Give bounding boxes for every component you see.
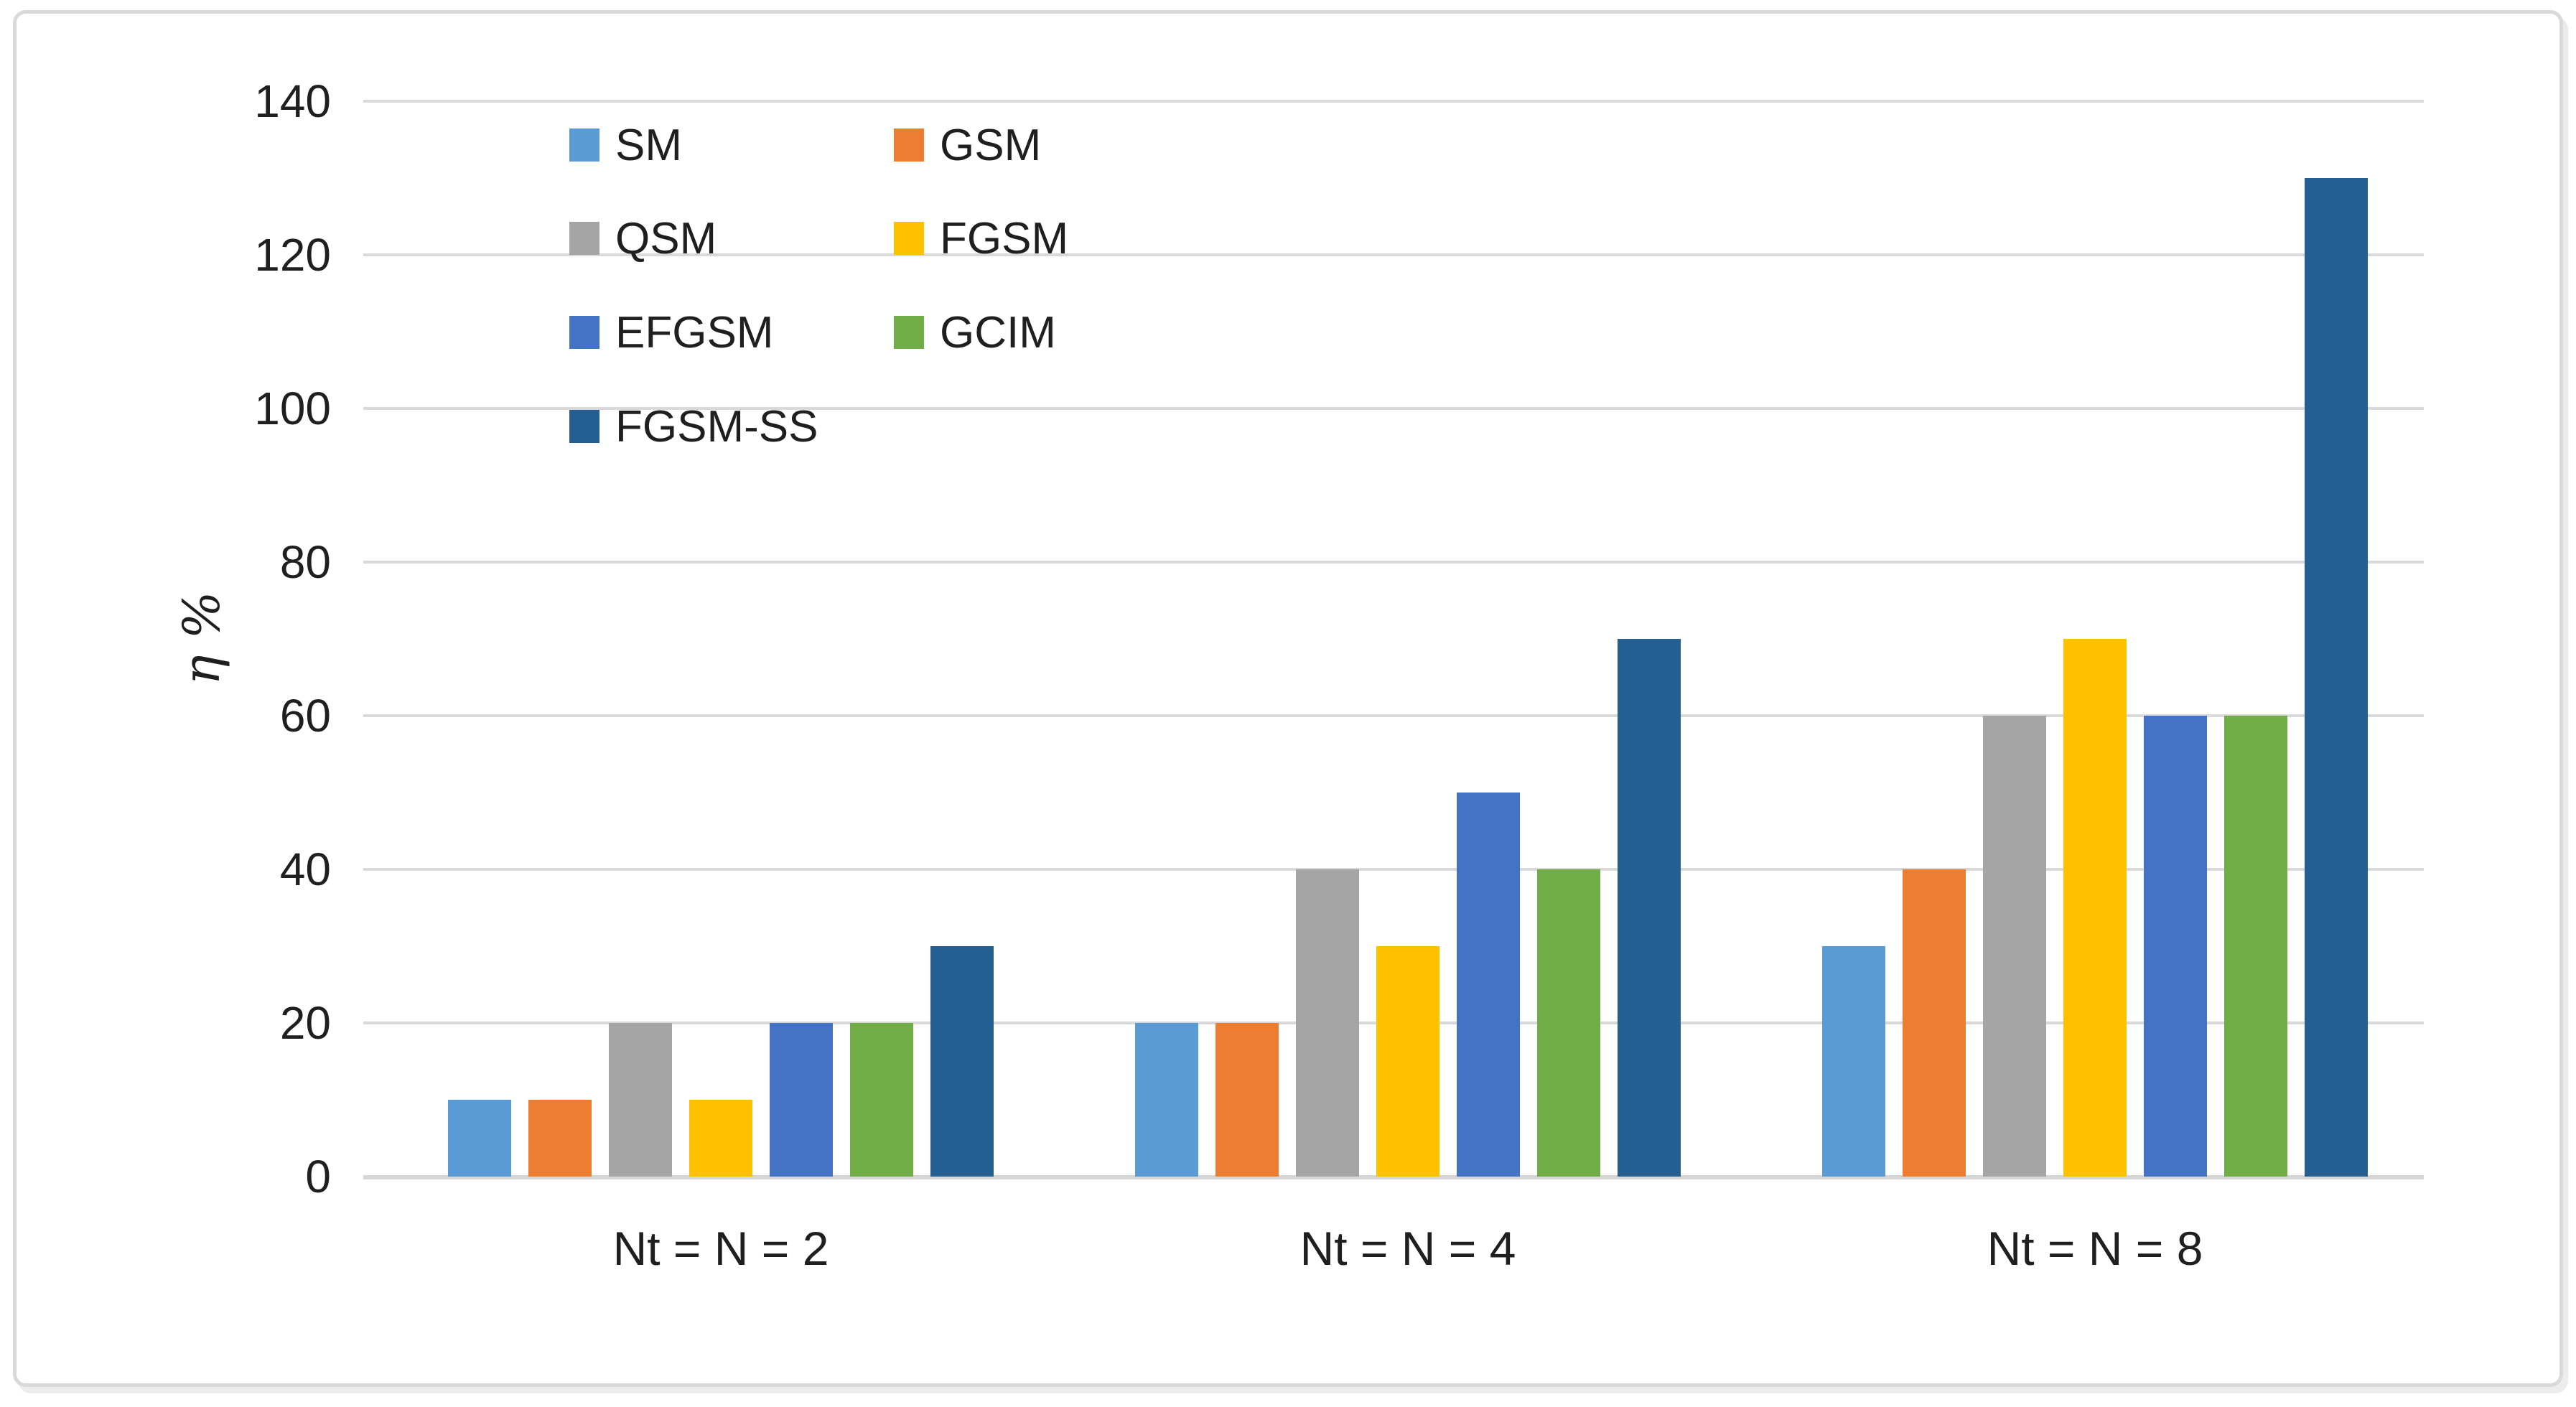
gridline-y-120: [363, 253, 2424, 256]
legend-label-gcim: GCIM: [940, 307, 1056, 357]
bar-fgsm-1: [689, 1100, 752, 1177]
bar-gcim-2: [1537, 869, 1600, 1177]
bar-sm-1: [448, 1100, 511, 1177]
bar-fgsm-ss-3: [2305, 178, 2368, 1177]
gridline-y-140: [363, 100, 2424, 103]
legend-label-fgsm: FGSM: [940, 213, 1069, 263]
bar-fgsm-3: [2063, 639, 2127, 1177]
legend-item-efgsm: EFGSM: [569, 299, 773, 365]
bar-qsm-1: [609, 1023, 672, 1177]
bar-qsm-2: [1296, 869, 1359, 1177]
legend-swatch-gsm: [894, 128, 924, 162]
x-category-label-3: Nt = N = 8: [1987, 1222, 2203, 1275]
plot-area: [363, 100, 2424, 1179]
y-tick-label-100: 100: [254, 383, 331, 434]
legend-item-gsm: GSM: [894, 112, 1041, 178]
gridline-y-100: [363, 407, 2424, 410]
y-tick-label-140: 140: [254, 75, 331, 127]
bar-efgsm-1: [770, 1023, 833, 1177]
legend-swatch-fgsm: [894, 222, 924, 255]
bar-fgsm-ss-1: [930, 946, 994, 1177]
bar-qsm-3: [1983, 716, 2046, 1177]
chart-frame: η % 0 20 40 60 80 100 120 140 Nt = N = 2 Nt = N …: [13, 10, 2563, 1387]
gridline-y-80: [363, 561, 2424, 564]
bar-sm-2: [1135, 1023, 1198, 1177]
legend-swatch-efgsm: [569, 316, 599, 349]
legend-item-fgsm-ss: FGSM-SS: [569, 393, 818, 459]
x-axis-line: [363, 1175, 2424, 1179]
bar-gsm-2: [1215, 1023, 1279, 1177]
bar-efgsm-2: [1457, 793, 1520, 1177]
legend-label-efgsm: EFGSM: [615, 307, 774, 357]
bar-gcim-3: [2224, 716, 2287, 1177]
bar-gsm-1: [528, 1100, 592, 1177]
bar-fgsm-ss-2: [1618, 639, 1681, 1177]
bar-efgsm-3: [2144, 716, 2207, 1177]
x-category-label-2: Nt = N = 4: [1299, 1222, 1516, 1275]
x-category-label-1: Nt = N = 2: [612, 1222, 829, 1275]
legend-label-sm: SM: [615, 120, 682, 170]
legend-item-qsm: QSM: [569, 205, 717, 271]
legend-item-fgsm: FGSM: [894, 205, 1068, 271]
legend-swatch-fgsm-ss: [569, 410, 599, 443]
gridline-y-60: [363, 714, 2424, 717]
y-tick-label-120: 120: [254, 229, 331, 281]
legend-label-gsm: GSM: [940, 120, 1042, 170]
legend-item-gcim: GCIM: [894, 299, 1056, 365]
y-tick-label-0: 0: [305, 1151, 331, 1202]
legend-label-qsm: QSM: [615, 213, 717, 263]
bar-fgsm-2: [1376, 946, 1439, 1177]
y-tick-label-40: 40: [279, 843, 331, 895]
gridline-y-40: [363, 868, 2424, 871]
bar-gcim-1: [850, 1023, 913, 1177]
legend-label-fgsm-ss: FGSM-SS: [615, 401, 818, 452]
y-tick-label-80: 80: [279, 536, 331, 588]
bar-sm-3: [1822, 946, 1885, 1177]
y-tick-label-60: 60: [279, 690, 331, 742]
legend-swatch-sm: [569, 128, 599, 162]
legend-swatch-qsm: [569, 222, 599, 255]
legend-swatch-gcim: [894, 316, 924, 349]
legend-item-sm: SM: [569, 112, 682, 178]
bar-gsm-3: [1903, 869, 1966, 1177]
y-tick-label-20: 20: [279, 997, 331, 1049]
